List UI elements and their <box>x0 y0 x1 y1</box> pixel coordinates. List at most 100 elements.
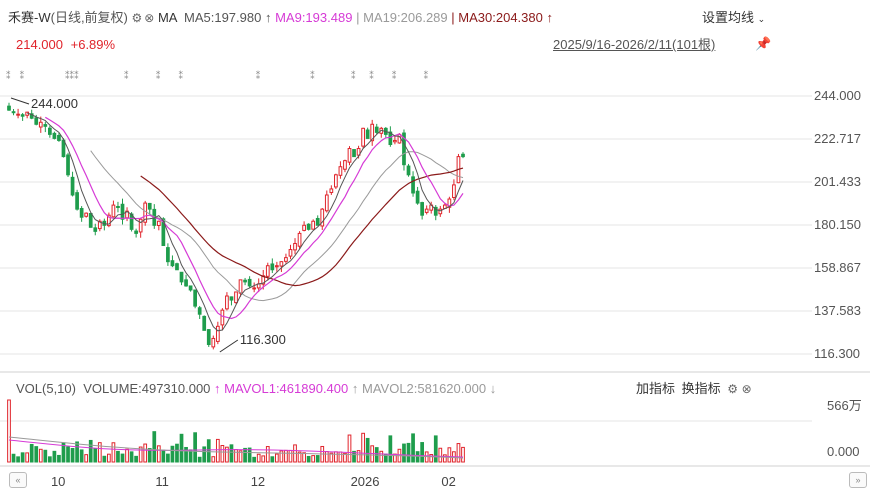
y-tick-label: 244.000 <box>814 88 861 103</box>
candle-body <box>88 212 93 228</box>
candle-body <box>34 117 39 125</box>
event-marker: ⁑ <box>256 70 261 82</box>
candle-body <box>361 127 365 147</box>
volume-bar <box>220 445 225 463</box>
add-indicator-button[interactable]: 加指标 <box>636 381 676 396</box>
price-line: 214.000 +6.89% <box>16 37 115 53</box>
ma30-separator: | <box>451 10 455 25</box>
event-marker: ⁑ <box>156 70 161 82</box>
volume-bar <box>179 433 184 463</box>
switch-indicator-button[interactable]: 换指标 <box>681 381 721 396</box>
candle-body <box>279 261 284 267</box>
event-marker: ⁑ <box>310 70 315 82</box>
event-marker: ⁑ <box>6 70 11 82</box>
event-marker: ⁑ <box>65 70 70 82</box>
volume-bar <box>270 456 275 463</box>
candle-body <box>206 329 211 346</box>
close-icon[interactable]: ⊗ <box>741 382 752 396</box>
candle-body <box>329 188 334 194</box>
event-marker: ⁑ <box>70 70 75 82</box>
volume-bar <box>16 456 20 463</box>
volume-bar <box>433 435 438 463</box>
volume-bar <box>329 452 334 463</box>
mavol2-arrow: ↑ <box>351 381 359 396</box>
volume-bar <box>243 447 247 463</box>
candle-body <box>138 218 143 233</box>
volume-bar <box>311 455 316 463</box>
candle-body <box>20 114 25 117</box>
candle-body <box>338 166 343 176</box>
volume-bar <box>206 439 211 463</box>
candle-body <box>365 129 370 139</box>
candle-body <box>420 202 425 216</box>
volume-bar <box>343 452 347 463</box>
candle-body <box>438 208 443 215</box>
candle-body <box>134 230 138 234</box>
volume-bar <box>288 449 293 463</box>
gear-icon[interactable]: ⚙ <box>727 382 739 396</box>
volume-bar <box>297 451 302 463</box>
candle-body <box>70 176 75 196</box>
candle-body <box>356 148 361 156</box>
candle-body <box>97 220 102 230</box>
volume-bar <box>57 454 61 463</box>
volume-bar <box>175 443 179 463</box>
candle-body <box>43 124 48 127</box>
volume-bar <box>170 445 175 463</box>
event-marker: ⁑ <box>20 70 25 82</box>
candle-body <box>433 206 438 216</box>
event-marker: ⁑ <box>124 70 129 82</box>
volume-bar <box>338 451 343 463</box>
ma30-line <box>140 167 464 287</box>
volume-bar <box>447 447 452 463</box>
volume-bar <box>197 456 202 463</box>
candle-body <box>66 154 70 176</box>
stock-name: 禾赛-W <box>8 10 51 25</box>
candle-body <box>184 279 188 287</box>
volume-bar <box>111 442 116 463</box>
volume-bar <box>406 442 411 463</box>
volume-bar <box>261 455 266 463</box>
candle-body <box>347 148 352 163</box>
chevron-down-icon: ⌄ <box>757 14 766 24</box>
candle-body <box>225 295 229 310</box>
volume-bar <box>66 446 70 463</box>
candle-body <box>247 278 252 287</box>
candle-body <box>193 289 198 307</box>
candle-body <box>388 131 393 145</box>
volume-bar <box>70 448 75 463</box>
ma19-line <box>90 150 464 302</box>
candle-body <box>120 203 125 220</box>
mavol2-down-arrow: ↓ <box>489 381 497 396</box>
x-tick-label: 02 <box>441 474 456 489</box>
chevron-right-icon[interactable]: » <box>849 472 867 488</box>
ma-settings-button[interactable]: 设置均线 ⌄ <box>702 10 765 27</box>
candle-body <box>297 232 302 247</box>
candle-body <box>424 208 429 213</box>
volume-bar <box>225 446 229 463</box>
x-tick-label: 10 <box>50 474 66 489</box>
volume-header: VOL(5,10) VOLUME:497310.000 ↑ MAVOL1:461… <box>16 381 496 397</box>
gear-icon[interactable]: ⚙ <box>131 11 143 25</box>
candle-body <box>234 291 238 304</box>
volume-bar <box>411 433 415 463</box>
close-icon[interactable]: ⊗ <box>144 11 155 25</box>
volume-bar <box>315 455 320 463</box>
x-tick-label: 2026 <box>350 474 380 489</box>
volume-bar <box>20 452 25 463</box>
volume-bar <box>97 442 102 463</box>
candle-body <box>111 204 116 218</box>
candle-body <box>265 265 270 277</box>
candle-body <box>170 260 175 267</box>
current-price: 214.000 <box>16 37 63 52</box>
volume-bar <box>166 453 170 463</box>
volume-bar <box>388 435 393 463</box>
y-tick-label: 158.867 <box>814 260 861 275</box>
volume-bar <box>138 446 143 463</box>
volume-bar <box>7 399 11 463</box>
pin-icon[interactable]: 📌 <box>755 36 772 51</box>
chevron-left-icon[interactable]: « <box>9 472 27 488</box>
candle-body <box>11 111 16 114</box>
y-tick-label: 116.300 <box>814 346 861 361</box>
volume-bar <box>88 439 93 463</box>
